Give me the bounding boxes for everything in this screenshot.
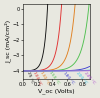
Text: 150 °C: 150 °C — [48, 71, 60, 85]
Text: 100 °C: 100 °C — [32, 71, 42, 86]
Text: 240 °C: 240 °C — [84, 71, 96, 85]
Text: 180 °C: 180 °C — [62, 71, 75, 85]
Y-axis label: J_sc (mA/cm²): J_sc (mA/cm²) — [4, 20, 11, 63]
Text: 25 °C: 25 °C — [26, 71, 34, 83]
Text: 130 °C: 130 °C — [39, 71, 50, 86]
X-axis label: V_oc (Volts): V_oc (Volts) — [38, 88, 74, 94]
Text: 200 °C: 200 °C — [75, 71, 87, 85]
